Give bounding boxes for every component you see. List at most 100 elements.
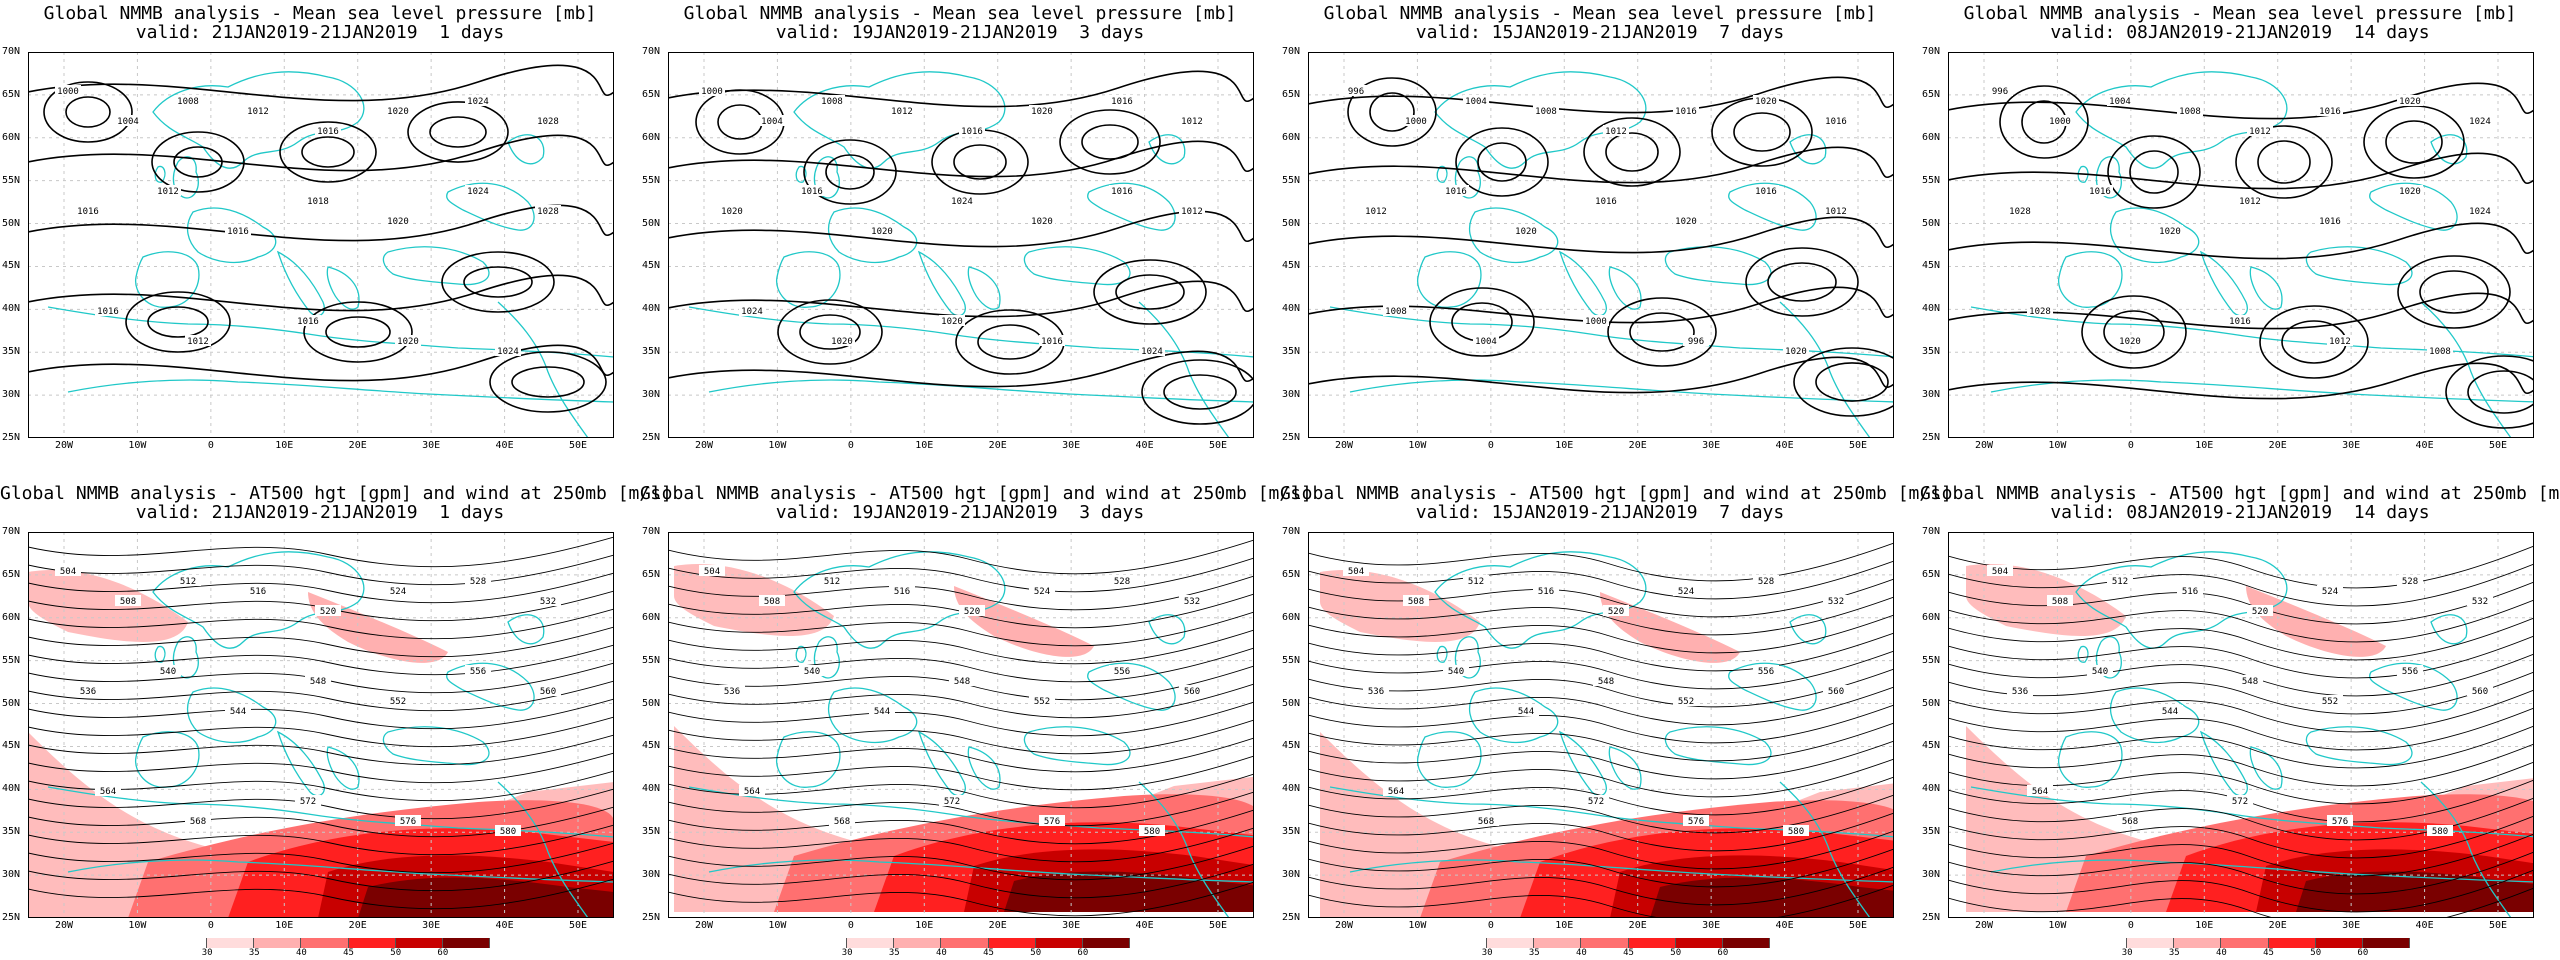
contour-label: 1012 xyxy=(1181,117,1203,127)
contour-label-bg xyxy=(1673,585,1699,596)
contour-line xyxy=(1308,740,1894,780)
contour-label-bg xyxy=(1783,825,1809,836)
contour-label: 512 xyxy=(1468,577,1484,587)
contour-label: 548 xyxy=(310,677,326,687)
panel-valid-date: valid: 08JAN2019-21JAN2019 14 days xyxy=(2050,22,2430,43)
contour-label: 1012 xyxy=(247,107,269,117)
contour-label-bg xyxy=(1533,585,1559,596)
longitude-label: 50E xyxy=(1208,920,1228,931)
longitude-label: 50E xyxy=(568,440,588,451)
latitude-label: 55N xyxy=(1922,174,1941,186)
contour-label: 532 xyxy=(1184,597,1200,607)
contour-label: 504 xyxy=(704,567,720,577)
contour-line xyxy=(28,824,614,856)
contour-label: 1016 xyxy=(2319,217,2341,227)
contour-line xyxy=(1948,82,2534,120)
contour-label-bg xyxy=(225,705,251,716)
coastline xyxy=(152,551,365,649)
contour-label: 1008 xyxy=(2179,107,2201,117)
coastline xyxy=(2199,250,2248,317)
coastline xyxy=(1148,134,1186,165)
coastline xyxy=(2420,781,2512,918)
contour-label: 1028 xyxy=(537,117,559,127)
contour-label: 1012 xyxy=(1365,207,1387,217)
coastline xyxy=(2058,251,2123,308)
map-panel: Global NMMB analysis - Mean sea level pr… xyxy=(0,0,640,480)
colorbar-segment xyxy=(395,938,443,948)
colorbar-segment xyxy=(847,938,895,948)
longitude-label: 30E xyxy=(2342,440,2361,451)
contour-label-bg xyxy=(1823,595,1849,606)
latitude-label: 65N xyxy=(2,568,21,580)
contour-line xyxy=(1948,563,2534,607)
wind-speed-area xyxy=(1320,570,1480,642)
latitude-label: 35N xyxy=(2,346,21,358)
map-panel: Global NMMB analysis - AT500 hgt [gpm] a… xyxy=(1280,480,1952,960)
colorbar-label: 60 xyxy=(1077,948,1089,958)
longitude-label: 0 xyxy=(2127,920,2134,931)
latitude-label: 25N xyxy=(642,432,661,443)
contour-label-bg xyxy=(2107,575,2133,586)
contour-line xyxy=(147,306,209,338)
colorbar-segment xyxy=(2080,938,2128,948)
contour-label-bg xyxy=(1109,575,1135,586)
latitude-label: 55N xyxy=(642,174,661,186)
map-plot-area: 504 508 512 516 520 524 528 532 536 540 544 548 552 5… xyxy=(1948,532,2534,918)
coastline xyxy=(186,687,277,744)
contour-label: 540 xyxy=(1448,667,1464,677)
wind-speed-area xyxy=(358,877,614,918)
contour-line xyxy=(28,554,614,586)
colorbar-segment xyxy=(1487,938,1535,948)
contour-line xyxy=(668,210,1254,248)
contour-label-bg xyxy=(1179,205,1205,216)
map-panel: Global NMMB analysis - AT500 hgt [gpm] a… xyxy=(640,480,1312,960)
contour-label: 1008 xyxy=(1385,307,1407,317)
colorbar-label: 35 xyxy=(1528,948,1540,958)
coastline xyxy=(2199,730,2248,797)
latitude-label: 45N xyxy=(2,740,21,752)
contour-label: 512 xyxy=(824,577,840,587)
contour-line xyxy=(1948,545,2534,589)
contour-label-bg xyxy=(819,95,845,106)
longitude-label: 0 xyxy=(2127,440,2134,451)
contour-line xyxy=(1711,97,1813,167)
wind-speed-area xyxy=(1600,592,1740,663)
contour-label: 1024 xyxy=(1141,347,1163,357)
contour-label: 536 xyxy=(80,687,96,697)
colorbar-segment xyxy=(1581,938,1629,948)
longitude-label: 10E xyxy=(1555,920,1574,931)
contour-label-bg xyxy=(1109,665,1135,676)
contour-line xyxy=(1308,848,1894,888)
contour-label: 572 xyxy=(2232,797,2248,807)
coastline xyxy=(2109,687,2200,744)
coastline xyxy=(813,156,840,199)
coastline xyxy=(172,636,199,679)
contour-label-bg xyxy=(2317,695,2343,706)
longitude-label: 0 xyxy=(207,440,214,451)
colorbar-label: 45 xyxy=(1623,948,1634,958)
contour-line xyxy=(1793,347,1894,417)
contour-label: 540 xyxy=(160,667,176,677)
latitude-label: 25N xyxy=(1922,432,1941,443)
contour-label-bg xyxy=(1823,205,1849,216)
contour-line xyxy=(1308,614,1894,654)
contour-line xyxy=(1141,359,1254,425)
longitude-label: 10E xyxy=(1555,440,1574,451)
latitude-label: 60N xyxy=(642,131,661,143)
contour-line xyxy=(1429,287,1535,357)
contour-label-bg xyxy=(719,685,745,696)
contour-label: 580 xyxy=(500,827,516,837)
colorbar-segment xyxy=(988,938,1036,948)
contour-label-bg xyxy=(385,585,411,596)
coastline xyxy=(917,250,966,317)
contour-label-bg xyxy=(535,205,561,216)
contour-line xyxy=(301,136,355,168)
contour-line xyxy=(668,773,1254,809)
contour-label-bg xyxy=(869,225,895,236)
longitude-label: 50E xyxy=(2488,440,2508,451)
contour-label-bg xyxy=(1363,205,1389,216)
contour-line xyxy=(668,70,1254,108)
longitude-label: 10E xyxy=(275,920,294,931)
contour-line xyxy=(1308,560,1894,600)
contour-label-bg xyxy=(535,115,561,126)
